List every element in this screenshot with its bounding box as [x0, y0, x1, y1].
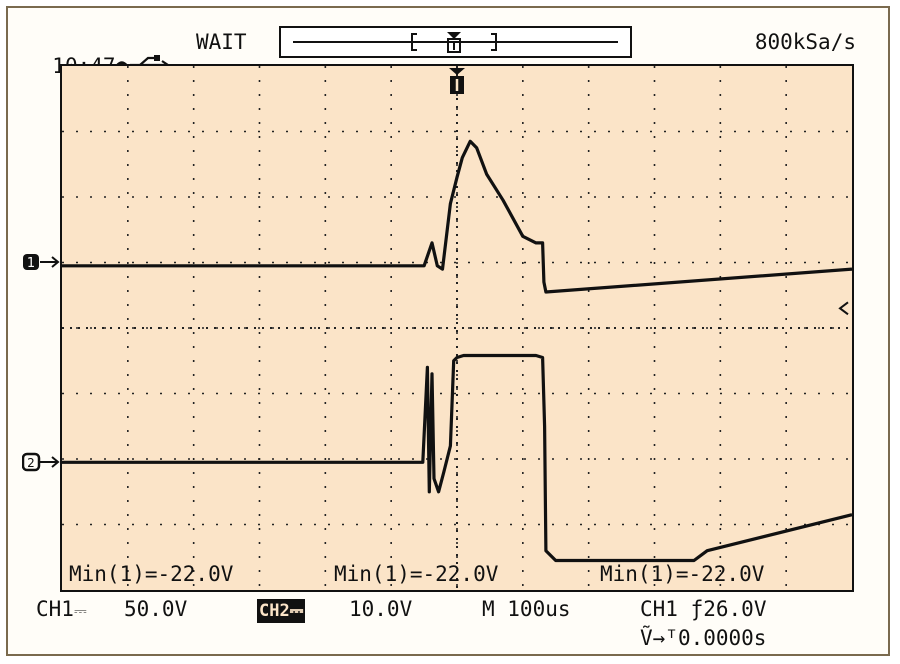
dc-coupling-icon: ⎓ [289, 601, 304, 621]
measurement-1: Min(1)=-22.0V [69, 562, 234, 586]
ch2-label[interactable]: CH2⎓ [257, 599, 306, 623]
trigger-delay-icon: Ṽ→ᵀ [640, 626, 678, 650]
acquisition-status: WAIT [196, 30, 247, 54]
timebase: M 100us [482, 597, 571, 621]
waveform-ch2 [62, 353, 852, 563]
trigger-delay: Ṽ→ᵀ0.0000s [640, 626, 767, 650]
svg-text:2: 2 [27, 456, 35, 470]
dc-coupling-icon: ⎓ [73, 601, 87, 620]
trigger-position-bar[interactable] [279, 26, 632, 58]
waveform-plot [62, 66, 852, 590]
ch1-label[interactable]: CH1⎓ [36, 597, 87, 621]
ch2-scale: 10.0V [349, 597, 413, 621]
trigger-marker-icon [449, 68, 465, 94]
ch1-marker-icon: 1 [23, 254, 60, 271]
waveform-ch1 [62, 139, 852, 294]
trigger-setting: CH1 ƒ26.0V [640, 597, 767, 621]
measurement-2: Min(1)=-22.0V [334, 562, 499, 586]
svg-text:1: 1 [27, 256, 35, 271]
trigger-level-icon [838, 301, 849, 316]
sample-rate: 800kSa/s [754, 30, 856, 54]
waveform-display[interactable] [60, 64, 854, 592]
falling-edge-icon: ƒ [690, 597, 704, 621]
ch1-scale: 50.0V [124, 597, 188, 621]
ch2-marker-icon: 2 [22, 452, 60, 472]
trigger-marker-icon [447, 32, 461, 53]
measurement-3: Min(1)=-22.0V [600, 562, 765, 586]
